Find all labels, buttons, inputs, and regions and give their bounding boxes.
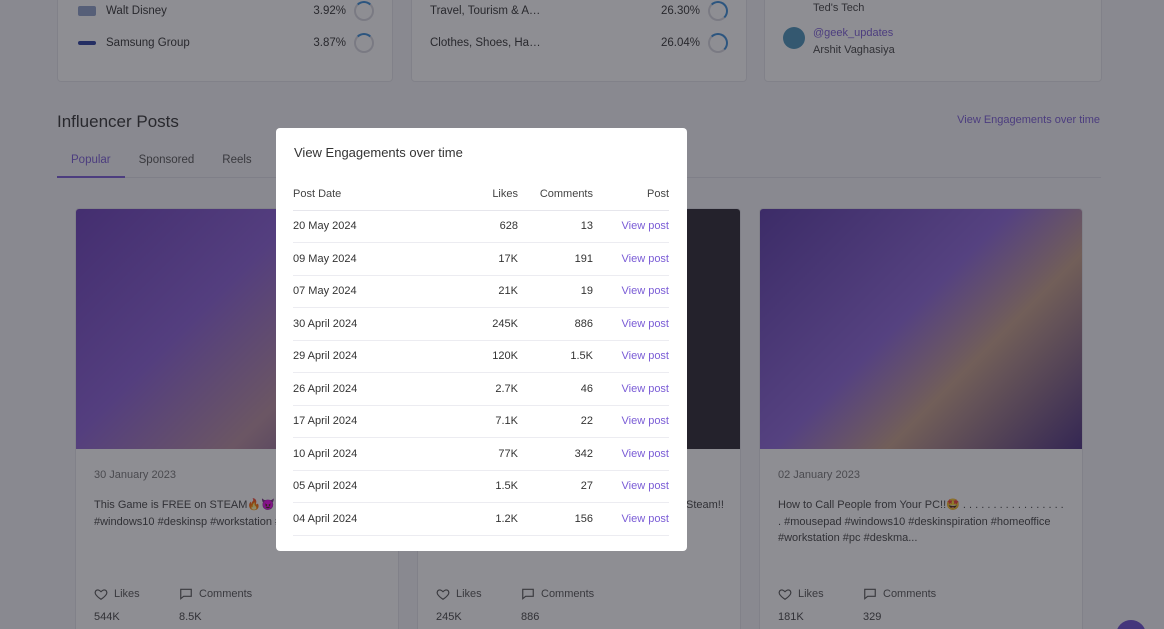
cell-date: 17 April 2024 — [293, 405, 463, 438]
cell-date: 26 April 2024 — [293, 372, 463, 406]
cell-date: 04 April 2024 — [293, 502, 463, 536]
cell-likes: 628 — [463, 210, 518, 243]
cell-comments: 46 — [518, 372, 593, 406]
engagements-modal: View Engagements over time Post Date Lik… — [276, 128, 687, 551]
cell-likes: 1.5K — [463, 470, 518, 503]
cell-comments: 156 — [518, 502, 593, 536]
cell-comments: 191 — [518, 242, 593, 276]
table-row: 17 April 2024 7.1K 22 View post — [293, 405, 669, 438]
view-post-link[interactable]: View post — [621, 480, 670, 493]
cell-post: View post — [593, 307, 670, 341]
cell-date: 30 April 2024 — [293, 307, 463, 341]
cell-likes: 7.1K — [463, 405, 518, 438]
cell-post: View post — [593, 470, 669, 503]
cell-post: View post — [593, 210, 669, 243]
view-post-link[interactable]: View post — [621, 415, 670, 428]
table-row: 26 April 2024 2.7K 46 View post — [293, 372, 670, 406]
column-header-post: Post — [593, 178, 669, 211]
column-header-comments: Comments — [518, 178, 593, 211]
column-header-date: Post Date — [293, 178, 463, 211]
cell-comments: 886 — [518, 307, 593, 341]
cell-comments: 27 — [518, 470, 593, 503]
cell-comments: 13 — [518, 210, 593, 243]
cell-likes: 1.2K — [463, 502, 518, 536]
cell-comments: 22 — [518, 405, 593, 438]
cell-date: 29 April 2024 — [293, 340, 463, 373]
view-post-link[interactable]: View post — [621, 350, 670, 363]
view-post-link[interactable]: View post — [621, 512, 670, 525]
column-header-likes: Likes — [463, 178, 518, 211]
table-row: 04 April 2024 1.2K 156 View post — [293, 502, 670, 536]
engagements-table: Post Date Likes Comments Post 20 May 202… — [293, 178, 669, 536]
table-row: 30 April 2024 245K 886 View post — [293, 307, 670, 341]
cell-likes: 120K — [463, 340, 518, 373]
cell-comments: 342 — [518, 437, 593, 471]
cell-post: View post — [593, 405, 669, 438]
cell-likes: 245K — [463, 307, 518, 341]
table-row: 10 April 2024 77K 342 View post — [293, 437, 670, 471]
cell-post: View post — [593, 242, 670, 276]
cell-post: View post — [593, 372, 670, 406]
cell-date: 09 May 2024 — [293, 242, 463, 276]
table-row: 07 May 2024 21K 19 View post — [293, 275, 669, 308]
cell-likes: 2.7K — [463, 372, 518, 406]
table-row: 20 May 2024 628 13 View post — [293, 210, 669, 243]
view-post-link[interactable]: View post — [621, 252, 670, 265]
cell-likes: 17K — [463, 242, 518, 276]
table-row: 09 May 2024 17K 191 View post — [293, 242, 670, 276]
view-post-link[interactable]: View post — [621, 220, 670, 233]
view-post-link[interactable]: View post — [621, 382, 670, 395]
cell-comments: 19 — [518, 275, 593, 308]
cell-post: View post — [593, 275, 669, 308]
view-post-link[interactable]: View post — [621, 285, 670, 298]
cell-date: 10 April 2024 — [293, 437, 463, 471]
cell-likes: 77K — [463, 437, 518, 471]
table-header-row: Post Date Likes Comments Post — [293, 178, 669, 211]
cell-date: 20 May 2024 — [293, 210, 463, 243]
cell-date: 05 April 2024 — [293, 470, 463, 503]
view-post-link[interactable]: View post — [621, 317, 670, 330]
cell-post: View post — [593, 437, 670, 471]
table-row: 29 April 2024 120K 1.5K View post — [293, 340, 669, 373]
table-row: 05 April 2024 1.5K 27 View post — [293, 470, 669, 503]
cell-post: View post — [593, 340, 669, 373]
cell-date: 07 May 2024 — [293, 275, 463, 308]
modal-title: View Engagements over time — [294, 145, 463, 160]
view-post-link[interactable]: View post — [621, 447, 670, 460]
cell-comments: 1.5K — [518, 340, 593, 373]
cell-post: View post — [593, 502, 670, 536]
cell-likes: 21K — [463, 275, 518, 308]
